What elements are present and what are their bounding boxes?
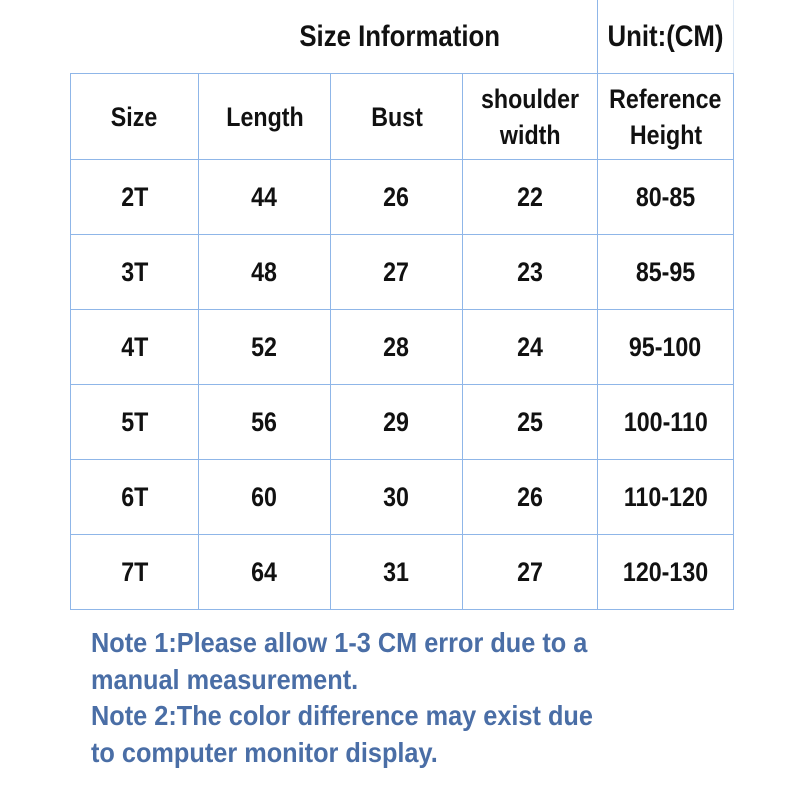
table-cell: 64 bbox=[198, 534, 331, 610]
cell-text: 110-120 bbox=[623, 482, 708, 512]
table-cell: 29 bbox=[330, 384, 463, 460]
table-row: 7T 64 31 27 120-130 bbox=[70, 534, 734, 610]
table-row: 5T 56 29 25 100-110 bbox=[70, 384, 734, 460]
cell-text: 64 bbox=[251, 557, 278, 587]
table-cell: 27 bbox=[330, 234, 463, 310]
table-cell: 95-100 bbox=[597, 309, 734, 385]
table-cell: 7T bbox=[70, 534, 199, 610]
cell-text: 80-85 bbox=[635, 182, 696, 212]
header-length: Length bbox=[198, 73, 331, 160]
table-row: 3T 48 27 23 85-95 bbox=[70, 234, 734, 310]
cell-text: 85-95 bbox=[635, 257, 696, 287]
title-text: Size Information bbox=[299, 19, 501, 53]
header-shoulder-width: shoulder width bbox=[462, 73, 598, 160]
table-cell: 85-95 bbox=[597, 234, 734, 310]
cell-text: 7T bbox=[120, 557, 149, 587]
table-row: 2T 44 26 22 80-85 bbox=[70, 159, 734, 235]
note-1-line-1: Note 1:Please allow 1-3 CM error due to … bbox=[91, 627, 588, 658]
table-cell: 24 bbox=[462, 309, 598, 385]
header-text: Height bbox=[629, 119, 702, 150]
header-text: Length bbox=[225, 101, 304, 132]
header-bust: Bust bbox=[330, 73, 463, 160]
note-1-line-2: manual measurement. bbox=[91, 663, 359, 695]
table-cell: 56 bbox=[198, 384, 331, 460]
cell-text: 4T bbox=[120, 332, 149, 362]
cell-text: 120-130 bbox=[622, 557, 709, 587]
table-cell: 3T bbox=[70, 234, 199, 310]
table-cell: 28 bbox=[330, 309, 463, 385]
table-cell: 60 bbox=[198, 459, 331, 535]
title-row: Size Information Unit:(CM) bbox=[70, 0, 734, 74]
table-cell: 26 bbox=[330, 159, 463, 235]
table-cell: 26 bbox=[462, 459, 598, 535]
unit-text: Unit:(CM) bbox=[607, 19, 724, 53]
cell-text: 24 bbox=[517, 332, 543, 362]
cell-text: 31 bbox=[383, 557, 410, 587]
cell-text: 23 bbox=[517, 257, 543, 287]
table-cell: 30 bbox=[330, 459, 463, 535]
cell-text: 5T bbox=[120, 407, 149, 437]
table-title: Size Information bbox=[70, 0, 598, 74]
table-cell: 100-110 bbox=[597, 384, 734, 460]
cell-text: 60 bbox=[251, 482, 278, 512]
cell-text: 30 bbox=[383, 482, 410, 512]
header-text: Bust bbox=[370, 101, 423, 132]
table-cell: 120-130 bbox=[597, 534, 734, 610]
cell-text: 44 bbox=[251, 182, 278, 212]
table-cell: 80-85 bbox=[597, 159, 734, 235]
cell-text: 100-110 bbox=[623, 407, 708, 437]
cell-text: 22 bbox=[517, 182, 543, 212]
table-row: 6T 60 30 26 110-120 bbox=[70, 459, 734, 535]
table-cell: 110-120 bbox=[597, 459, 734, 535]
table-cell: 44 bbox=[198, 159, 331, 235]
table-cell: 2T bbox=[70, 159, 199, 235]
table-cell: 52 bbox=[198, 309, 331, 385]
cell-text: 28 bbox=[383, 332, 410, 362]
table-cell: 5T bbox=[70, 384, 199, 460]
header-text: shoulder bbox=[480, 83, 580, 114]
table-cell: 31 bbox=[330, 534, 463, 610]
header-row: Size Length Bust shoulder width Reference… bbox=[70, 73, 734, 160]
table-cell: 22 bbox=[462, 159, 598, 235]
cell-text: 2T bbox=[120, 182, 149, 212]
cell-text: 26 bbox=[517, 482, 543, 512]
header-text: Reference bbox=[609, 83, 722, 114]
cell-text: 95-100 bbox=[629, 332, 702, 362]
cell-text: 27 bbox=[383, 257, 410, 287]
header-text: width bbox=[499, 119, 561, 150]
note-2-line-1: Note 2:The color difference may exist du… bbox=[91, 700, 593, 731]
notes: Note 1:Please allow 1-3 CM error due to … bbox=[91, 625, 771, 771]
table-cell: 25 bbox=[462, 384, 598, 460]
header-text: Size bbox=[111, 101, 158, 132]
size-table: Size Information Unit:(CM) Size Length B… bbox=[70, 0, 734, 610]
header-reference-height: Reference Height bbox=[597, 73, 734, 160]
note-2-line-2: to computer monitor display. bbox=[91, 736, 438, 768]
cell-text: 56 bbox=[251, 407, 278, 437]
cell-text: 29 bbox=[383, 407, 410, 437]
cell-text: 48 bbox=[251, 257, 278, 287]
table-cell: 4T bbox=[70, 309, 199, 385]
cell-text: 25 bbox=[517, 407, 543, 437]
table-cell: 27 bbox=[462, 534, 598, 610]
table-cell: 23 bbox=[462, 234, 598, 310]
table-cell: 6T bbox=[70, 459, 199, 535]
unit-label: Unit:(CM) bbox=[597, 0, 734, 74]
cell-text: 27 bbox=[517, 557, 543, 587]
header-size: Size bbox=[70, 73, 199, 160]
cell-text: 3T bbox=[120, 257, 149, 287]
cell-text: 6T bbox=[120, 482, 149, 512]
cell-text: 52 bbox=[251, 332, 278, 362]
table-row: 4T 52 28 24 95-100 bbox=[70, 309, 734, 385]
cell-text: 26 bbox=[383, 182, 410, 212]
table-cell: 48 bbox=[198, 234, 331, 310]
